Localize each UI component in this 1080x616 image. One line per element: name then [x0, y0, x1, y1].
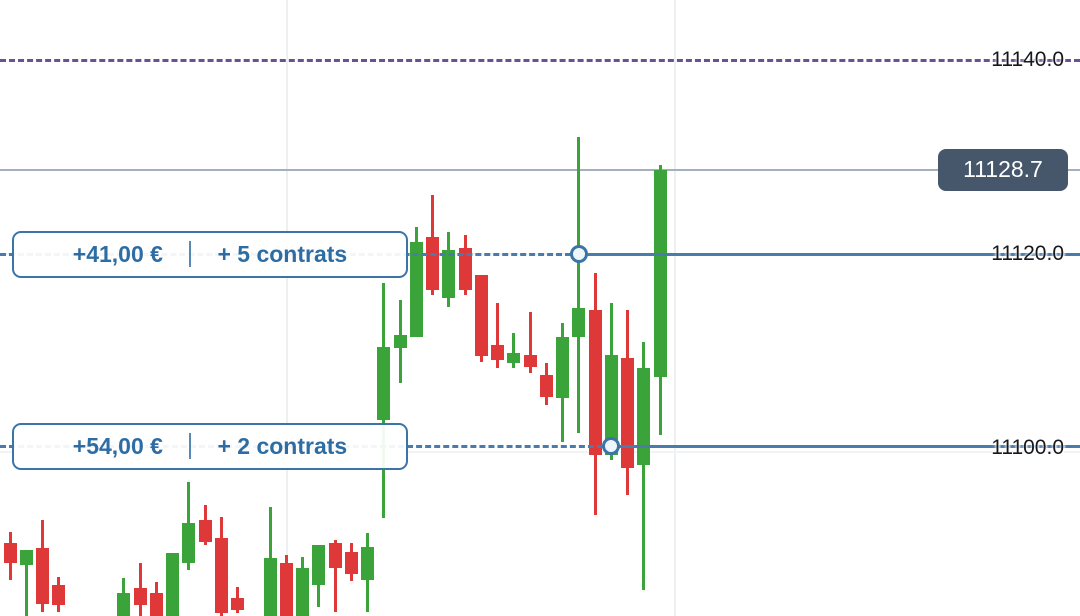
candle — [312, 545, 326, 585]
price-axis-label: 11140.0 — [991, 48, 1064, 71]
separator-bar — [188, 433, 192, 460]
candle — [458, 248, 472, 290]
candle — [182, 522, 196, 564]
price-axis-label: 11120.0 — [991, 242, 1064, 265]
candle — [426, 236, 439, 290]
candle — [556, 337, 569, 398]
candle — [474, 275, 488, 356]
separator-bar — [188, 241, 192, 267]
position-contracts: + 2 contrats — [217, 432, 348, 459]
candle — [19, 549, 33, 566]
time-gridline — [286, 0, 288, 616]
candle — [539, 375, 553, 397]
candle — [588, 310, 602, 455]
candle — [117, 592, 131, 616]
candle — [507, 352, 521, 363]
position-contracts: + 5 contrats — [217, 240, 348, 267]
candle — [36, 547, 49, 605]
position-pnl: +41,00 € — [72, 240, 163, 267]
candle — [572, 308, 586, 338]
candle — [361, 546, 374, 580]
candle-wick — [496, 303, 499, 369]
candle — [621, 357, 634, 469]
position-pnl: +54,00 € — [72, 432, 163, 459]
candle — [296, 568, 309, 616]
candle — [231, 598, 244, 610]
candle — [377, 347, 391, 420]
candle — [52, 584, 66, 606]
position-line[interactable] — [619, 444, 1080, 448]
candle — [491, 345, 504, 360]
time-gridline — [674, 0, 676, 616]
candle — [214, 538, 228, 613]
candle — [523, 354, 537, 367]
candle — [637, 368, 651, 466]
alert-line[interactable] — [0, 58, 1080, 62]
position-label-1[interactable]: +41,00 € + 5 contrats — [12, 230, 408, 278]
candle-wick — [577, 136, 581, 434]
candle — [166, 552, 179, 616]
candle — [133, 587, 147, 606]
candle — [279, 563, 293, 616]
candle — [409, 242, 423, 338]
price-gridline — [0, 451, 1080, 453]
candle-wick — [512, 332, 516, 369]
candle-wick — [333, 540, 337, 612]
candle — [198, 519, 212, 543]
candle — [344, 551, 358, 575]
current-price-badge: 11128.7 — [938, 148, 1068, 191]
candle-wick — [642, 342, 646, 590]
candle — [393, 335, 407, 349]
position-label-2[interactable]: +54,00 € + 2 contrats — [12, 422, 408, 470]
candle — [604, 354, 618, 455]
candle — [653, 169, 667, 378]
position-entry-marker[interactable] — [602, 437, 621, 456]
position-entry-marker[interactable] — [569, 245, 588, 263]
candle — [328, 543, 342, 569]
candle-wick — [528, 312, 532, 374]
candle-wick — [24, 549, 28, 616]
candle — [3, 543, 17, 564]
position-line[interactable] — [586, 252, 1080, 256]
candle — [442, 250, 456, 298]
price-axis-label: 11100.0 — [991, 436, 1064, 459]
candle — [263, 557, 277, 616]
current-price-line — [0, 168, 1080, 171]
candle — [149, 592, 163, 616]
